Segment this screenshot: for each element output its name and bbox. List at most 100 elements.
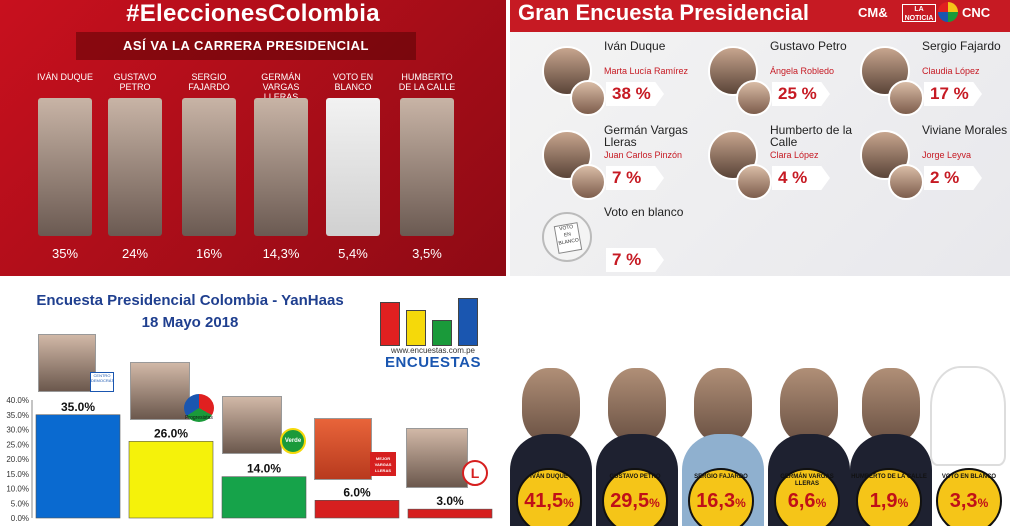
encuestas-logo: www.encuestas.com.pe ENCUESTAS — [376, 290, 490, 372]
y-tick-label: 10.0% — [6, 485, 29, 494]
candidate-card: VOTO EN BLANCO 5,4% — [322, 72, 384, 261]
panel2-title: Gran Encuesta Presidencial — [518, 0, 810, 25]
candidate-head — [862, 368, 920, 442]
panel-yanhaas-chart: Encuesta Presidencial Colombia - YanHaas… — [0, 282, 506, 526]
candidate-pct: 14,3% — [262, 246, 300, 261]
candidate-head — [608, 368, 666, 442]
candidate-card: HUMBERTO DE LA CALLE 3,5% — [396, 72, 458, 261]
panel1-subtitle: ASÍ VA LA CARRERA PRESIDENCIAL — [76, 32, 416, 60]
candidate-photo — [400, 98, 454, 236]
pct-badge — [688, 468, 754, 526]
y-tick-label: 5.0% — [11, 499, 29, 508]
candidate-card: Viviane Morales Jorge Leyva 2 % — [860, 124, 1010, 202]
candidate-pct: 6,6% — [787, 490, 827, 512]
vp-name: Clara López — [770, 150, 819, 160]
y-tick-label: 25.0% — [6, 440, 29, 449]
candidate-name: Voto en blanco — [604, 205, 684, 219]
candidate-card: SERGIO FAJARDO 16% — [178, 72, 240, 261]
candidate-name: GERMÁN VARGAS LLERAS — [780, 474, 834, 487]
candidate-pct: 7 % — [606, 166, 664, 190]
candidate-pct: 35% — [51, 246, 79, 261]
candidate-pct: 5,4% — [338, 246, 368, 261]
ballot-icon: VOTO EN BLANCO — [542, 212, 592, 262]
vp-name: Claudia López — [922, 66, 980, 76]
bar — [128, 441, 214, 519]
vp-avatar — [888, 164, 924, 200]
candidate-photo — [406, 428, 468, 488]
candidate-name: Humberto de la Calle — [770, 123, 853, 149]
cnc-logo-icon — [938, 2, 958, 22]
candidate-pct: 1,9% — [869, 490, 909, 512]
candidate-name: HUMBERTO DE LA CALLE — [398, 72, 456, 92]
vp-avatar — [736, 80, 772, 116]
candidate-card: Humberto de la Calle Clara López 4 % — [708, 124, 868, 202]
candidate-name: Iván Duque — [604, 39, 666, 53]
party-logo: L — [462, 460, 488, 486]
candidate-card: VOTO EN BLANCO 3,3% — [930, 368, 1010, 526]
pct-badge — [516, 468, 582, 526]
logo-bar — [380, 302, 400, 346]
candidate-name: GERMÁN VARGAS LLERAS — [261, 72, 301, 102]
candidate-card: GERMÁN VARGAS LLERAS 14,3% — [250, 72, 312, 261]
y-tick-label: 20.0% — [6, 455, 29, 464]
logo-bar — [458, 298, 478, 346]
candidate-head — [522, 368, 580, 442]
chart-title: Encuesta Presidencial Colombia - YanHaas — [36, 292, 344, 309]
candidate-card: IVÁN DUQUE 35% — [34, 72, 96, 261]
candidate-pct: 29,5% — [610, 490, 660, 512]
candidate-head — [780, 368, 838, 442]
candidate-card: GUSTAVO PETRO 29,5% — [596, 368, 678, 526]
candidate-pct: 16,3% — [696, 490, 746, 512]
pct-badge — [936, 468, 1002, 526]
chart-subtitle: 18 Mayo 2018 — [141, 314, 239, 331]
candidate-card: Sergio Fajardo Claudia López 17 % — [860, 40, 1010, 118]
candidate-photo — [182, 98, 236, 236]
candidate-name: IVÁN DUQUE — [530, 474, 568, 480]
bar-value-label: 35.0% — [61, 400, 95, 414]
la-noticia-logo: LA NOTICIA — [902, 4, 936, 22]
y-tick-label: 0.0% — [11, 514, 29, 523]
bar — [221, 476, 307, 519]
candidate-card: GUSTAVO PETRO 24% — [104, 72, 166, 261]
bar — [407, 508, 493, 519]
candidate-name: Germán Vargas Lleras — [604, 123, 688, 149]
panel-portraits: IVÁN DUQUE 41,5% GUSTAVO PETRO 29,5% SER… — [510, 282, 1010, 526]
vp-name: Marta Lucía Ramírez — [604, 66, 689, 76]
bar-value-label: 3.0% — [436, 494, 464, 508]
candidate-photo — [38, 98, 92, 236]
candidate-name: Viviane Morales — [922, 123, 1008, 137]
candidate-pct: 2 % — [924, 166, 982, 190]
candidate-pct: 25 % — [772, 82, 830, 106]
candidate-photo — [130, 362, 190, 420]
party-logo: CENTRO DEMOCRÁTICO — [90, 372, 114, 392]
candidate-name: VOTO EN BLANCO — [332, 72, 374, 92]
candidate-name: SERGIO FAJARDO — [694, 474, 748, 480]
cm-logo: CM& — [858, 5, 888, 20]
candidate-card: HUMBERTO DE LA CALLE 1,9% — [850, 368, 932, 526]
candidate-name: HUMBERTO DE LA CALLE — [851, 474, 927, 480]
y-tick-label: 40.0% — [6, 396, 29, 405]
party-logo: MEJOR VARGAS LLERAS — [370, 452, 396, 476]
pct-badge — [856, 468, 922, 526]
vp-avatar — [570, 80, 606, 116]
pct-badge — [602, 468, 668, 526]
candidate-pct: 3,5% — [412, 246, 442, 261]
candidate-photo — [222, 396, 282, 454]
candidate-photo — [254, 98, 308, 236]
bar-value-label: 26.0% — [154, 426, 188, 440]
candidate-name: Sergio Fajardo — [922, 39, 1001, 53]
candidate-card: VOTO EN BLANCO Voto en blanco 7 % — [542, 206, 702, 276]
candidate-photo — [108, 98, 162, 236]
logo-word: ENCUESTAS — [385, 354, 481, 371]
hashtag-title: #EleccionesColombia — [126, 0, 380, 27]
candidate-name: Gustavo Petro — [770, 39, 847, 53]
candidate-photo — [38, 334, 96, 392]
bar-value-label: 14.0% — [247, 462, 281, 476]
logo-bar — [432, 320, 452, 346]
party-logo: Verde — [280, 428, 306, 454]
y-tick-label: 30.0% — [6, 426, 29, 435]
candidate-card: IVÁN DUQUE 41,5% — [510, 368, 592, 526]
ballot-paper: VOTO EN BLANCO — [553, 222, 583, 254]
bar — [35, 414, 121, 519]
vp-name: Juan Carlos Pinzón — [604, 150, 683, 160]
